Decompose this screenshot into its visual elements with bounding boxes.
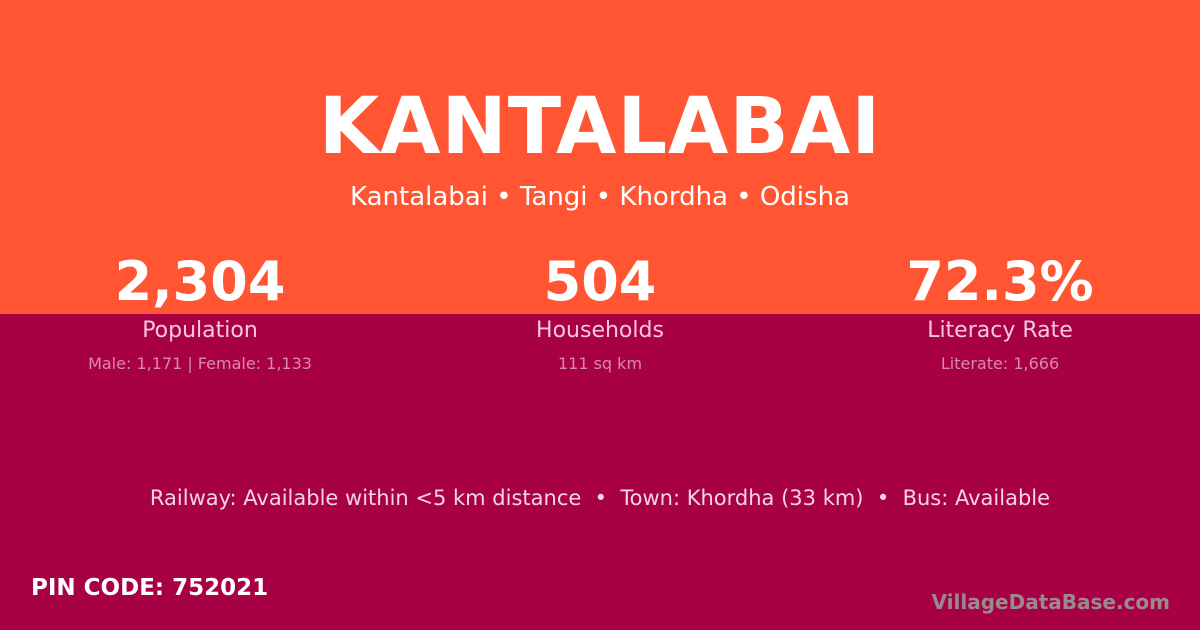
stat-label: Literacy Rate xyxy=(927,318,1073,343)
stat-value: 504 xyxy=(543,250,657,313)
header-band xyxy=(0,0,1200,314)
brand-watermark: VillageDataBase.com xyxy=(931,590,1170,614)
pin-code: PIN CODE: 752021 xyxy=(31,575,269,601)
stat-detail: Male: 1,171 | Female: 1,133 xyxy=(88,354,312,373)
amenities-line: Railway: Available within <5 km distance… xyxy=(149,486,1051,510)
stat-value: 72.3% xyxy=(906,250,1094,313)
breadcrumb: Kantalabai • Tangi • Khordha • Odisha xyxy=(350,182,850,212)
stat-value: 2,304 xyxy=(114,250,286,313)
stat-label: Population xyxy=(142,318,258,343)
village-title: KANTALABAI xyxy=(318,82,882,172)
stat-population: 2,304 Population Male: 1,171 | Female: 1… xyxy=(0,250,400,376)
stat-label: Households xyxy=(536,318,664,343)
stat-households: 504 Households 111 sq km xyxy=(400,250,800,376)
stat-literacy: 72.3% Literacy Rate Literate: 1,666 xyxy=(800,250,1200,376)
stat-detail: Literate: 1,666 xyxy=(940,354,1060,373)
stat-detail: 111 sq km xyxy=(557,354,643,373)
